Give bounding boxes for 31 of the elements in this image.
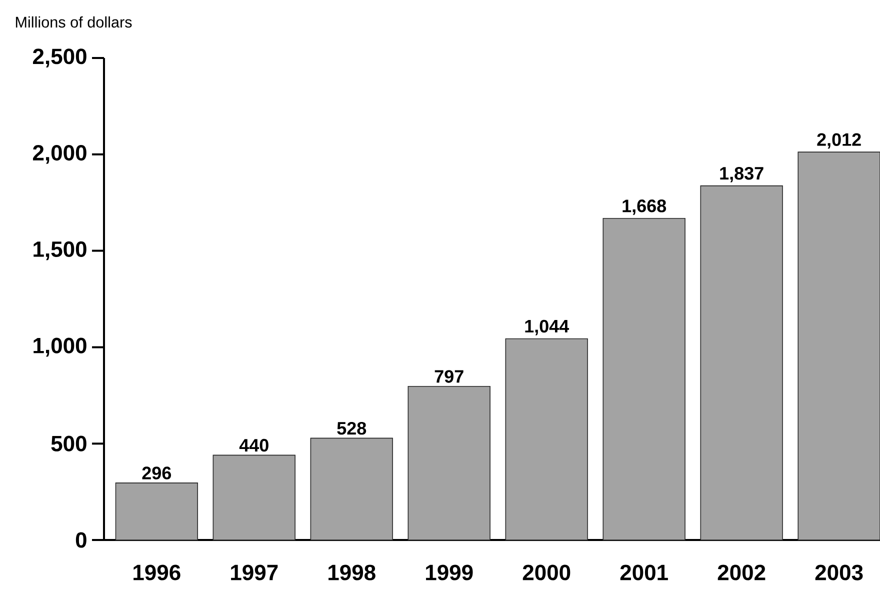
- data-label: 1,668: [622, 200, 666, 215]
- y-tick-label: 1,000: [34, 338, 86, 357]
- data-label: 1,044: [525, 320, 570, 336]
- data-label: 296: [142, 466, 172, 480]
- bar: [798, 152, 880, 540]
- y-tick-label: 2,000: [32, 145, 86, 164]
- y-tick-label: 1,500: [34, 241, 86, 260]
- x-tick-label: 1998: [328, 564, 376, 580]
- data-label: 797: [434, 370, 464, 383]
- bar: [212, 454, 296, 540]
- x-tick-label: 1996: [134, 564, 180, 580]
- bar: [310, 438, 393, 540]
- x-tick-label: 2000: [522, 564, 570, 580]
- y-axis-title: Millions of dollars: [16, 16, 132, 28]
- bar: [505, 338, 588, 540]
- y-tick-label: 2,500: [32, 48, 86, 68]
- data-label: 528: [337, 422, 366, 435]
- x-tick-label: 2002: [718, 564, 766, 580]
- x-tick-label: 2003: [815, 564, 863, 580]
- bar: [700, 185, 783, 540]
- bar: [602, 218, 686, 540]
- data-label: 1,837: [720, 166, 764, 182]
- bar: [408, 386, 490, 540]
- x-tick-label: 1999: [426, 564, 473, 580]
- y-tick-label: 0: [76, 532, 86, 548]
- data-label: 440: [239, 438, 268, 452]
- x-tick-label: 1997: [231, 564, 278, 580]
- y-tick-label: 500: [51, 436, 86, 452]
- data-label: 2,012: [817, 133, 861, 149]
- x-tick-label: 2001: [620, 564, 668, 580]
- bar: [115, 482, 198, 540]
